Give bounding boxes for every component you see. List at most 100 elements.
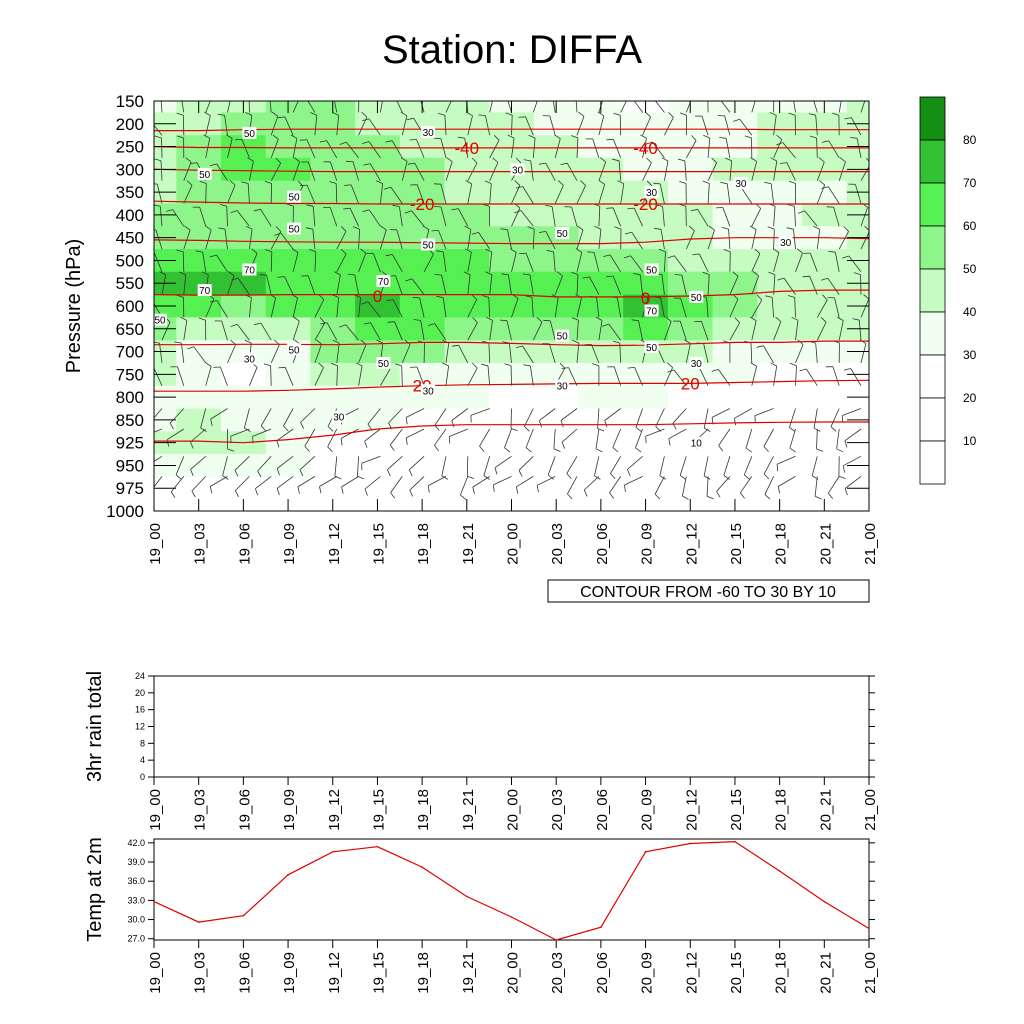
- humidity-cell: [578, 294, 624, 318]
- wind-barb-feather: [625, 90, 630, 95]
- humidity-cell: [221, 362, 267, 387]
- wind-barb-shaft: [838, 320, 844, 341]
- wind-barb-shaft: [357, 456, 359, 477]
- wind-barb-feather: [253, 208, 261, 212]
- wind-barb-shaft: [183, 161, 192, 181]
- wind-barb-shaft: [773, 206, 776, 227]
- wind-barb: [821, 140, 840, 159]
- wind-barb-feather: [278, 366, 286, 369]
- wind-barb-shaft: [506, 320, 512, 341]
- wind-barb: [523, 159, 534, 181]
- wind-barb-feather: [518, 470, 523, 477]
- rain-data-point: [510, 776, 513, 778]
- wind-barb-feather: [247, 157, 254, 162]
- humidity-cell: [802, 271, 848, 296]
- wind-barb: [789, 362, 797, 386]
- wind-barb-shaft: [227, 344, 236, 364]
- wind-barb-shaft: [830, 408, 840, 427]
- wind-barb: [376, 180, 384, 204]
- wind-barb-shaft: [227, 138, 233, 158]
- wind-barb: [470, 408, 490, 423]
- wind-barb-shaft: [154, 455, 163, 462]
- wind-barb: [620, 90, 630, 113]
- wind-barb: [484, 180, 492, 204]
- humidity-cell: [578, 408, 624, 432]
- wind-barb: [362, 209, 381, 227]
- wind-barb: [364, 476, 381, 496]
- humidity-cell: [444, 317, 490, 341]
- wind-barb: [314, 362, 324, 386]
- wind-barb-shaft: [553, 251, 556, 272]
- wind-barb-shaft: [380, 183, 384, 204]
- humidity-cell: [712, 112, 758, 136]
- humidity-cell: [221, 454, 267, 478]
- humidity-cell: [802, 454, 848, 478]
- wind-barb-shaft: [202, 252, 207, 272]
- wind-barb-shaft: [520, 210, 534, 227]
- wind-barb-shaft: [467, 252, 472, 272]
- wind-barb-shaft: [467, 229, 472, 250]
- humidity-cell: [802, 362, 848, 387]
- wind-barb-feather: [318, 294, 325, 300]
- rain-data-point: [198, 776, 200, 778]
- wind-barb-feather: [185, 157, 192, 163]
- wind-barb: [343, 207, 359, 227]
- humidity-cell: [802, 180, 848, 205]
- wind-barb-feather: [788, 180, 796, 184]
- wind-barb: [183, 157, 192, 181]
- small-x-tick-label: 20_21: [817, 952, 834, 994]
- wind-barb: [420, 101, 425, 113]
- wind-barb-feather: [290, 134, 298, 139]
- temperature-contour-line: [154, 237, 869, 245]
- wind-barb: [825, 366, 840, 386]
- wind-barb: [339, 324, 359, 341]
- wind-barb: [679, 456, 687, 480]
- wind-barb-feather: [169, 422, 174, 430]
- humidity-cell: [623, 385, 669, 410]
- wind-barb: [571, 317, 579, 341]
- wind-barb-shaft: [358, 344, 367, 364]
- wind-barb-shaft: [724, 115, 731, 136]
- wind-barb-shaft: [634, 367, 643, 386]
- wind-barb-feather: [667, 255, 675, 259]
- wind-barb-shaft: [391, 140, 403, 159]
- wind-barb-shaft: [367, 301, 381, 318]
- humidity-contour-label: 50: [289, 345, 301, 356]
- humidity-cell: [176, 249, 222, 273]
- wind-barb-feather: [691, 135, 697, 141]
- wind-barb-feather: [485, 248, 492, 253]
- wind-barb-shaft: [161, 137, 163, 158]
- wind-barb-feather: [754, 248, 761, 254]
- wind-barb-shaft: [722, 207, 731, 227]
- humidity-cell: [265, 408, 311, 432]
- wind-barb-shaft: [361, 455, 381, 464]
- wind-barb-feather: [234, 139, 242, 141]
- wind-barb-shaft: [467, 274, 471, 295]
- wind-barb-feather: [209, 486, 213, 494]
- wind-barb-feather: [478, 114, 486, 116]
- wind-barb-shaft: [594, 456, 600, 476]
- wind-barb: [175, 456, 185, 480]
- wind-barb-feather: [836, 448, 844, 453]
- wind-barb-feather: [756, 294, 763, 301]
- wind-barb: [179, 271, 187, 295]
- data-point: [734, 840, 736, 843]
- humidity-contour-label: 30: [735, 179, 747, 190]
- wind-barb: [389, 428, 403, 451]
- wind-barb: [176, 294, 185, 318]
- wind-barb: [515, 476, 534, 494]
- wind-barb: [334, 101, 338, 113]
- wind-barb: [546, 249, 556, 272]
- humidity-contour-label: 10: [691, 439, 703, 450]
- x-tick-label: 19_06: [236, 523, 253, 565]
- wind-barb: [561, 428, 578, 449]
- humidity-cell: [712, 454, 758, 478]
- wind-barb-feather: [842, 465, 845, 473]
- wind-barb-shaft: [598, 101, 603, 113]
- wind-barb-feather: [832, 112, 840, 116]
- wind-barb-shaft: [276, 476, 294, 489]
- wind-barb: [799, 368, 818, 386]
- wind-barb: [389, 229, 403, 250]
- wind-barb: [209, 476, 228, 494]
- wind-barb-shaft: [750, 342, 753, 363]
